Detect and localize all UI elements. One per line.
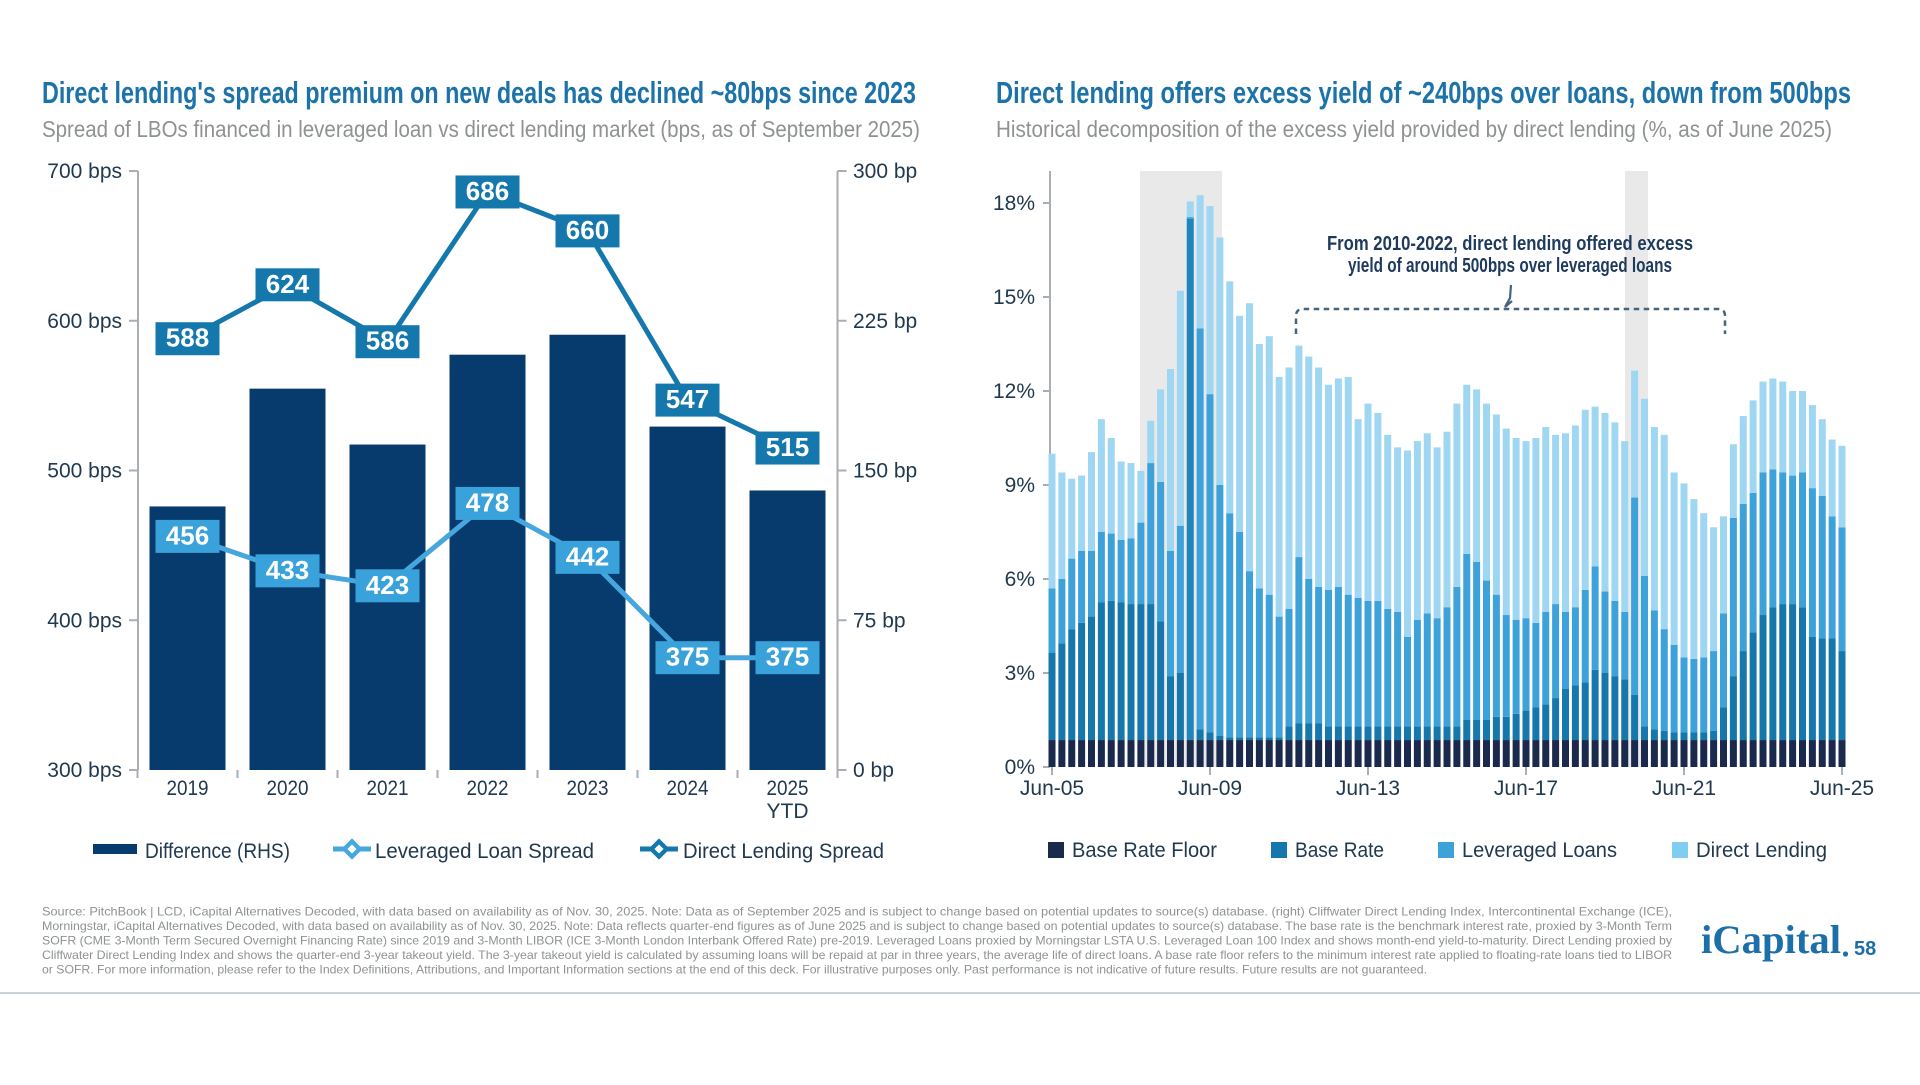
svg-text:Direct Lending Spread: Direct Lending Spread bbox=[683, 840, 884, 863]
svg-text:15%: 15% bbox=[993, 286, 1035, 309]
svg-text:YTD: YTD bbox=[767, 800, 809, 823]
svg-text:0 bp: 0 bp bbox=[853, 759, 894, 782]
svg-text:From 2010-2022, direct lending: From 2010-2022, direct lending offered e… bbox=[1327, 233, 1693, 255]
svg-text:18%: 18% bbox=[993, 192, 1035, 215]
svg-text:Leveraged Loan Spread: Leveraged Loan Spread bbox=[375, 840, 594, 863]
svg-text:12%: 12% bbox=[993, 380, 1035, 403]
svg-text:or SOFR. For more information,: or SOFR. For more information, please re… bbox=[42, 963, 1427, 977]
svg-text:624: 624 bbox=[266, 269, 310, 299]
svg-text:423: 423 bbox=[366, 570, 409, 600]
svg-text:225 bp: 225 bp bbox=[853, 310, 917, 333]
svg-text:Leveraged Loans: Leveraged Loans bbox=[1462, 839, 1617, 862]
svg-text:2023: 2023 bbox=[567, 777, 609, 800]
svg-text:660: 660 bbox=[566, 215, 609, 245]
svg-text:150 bp: 150 bp bbox=[853, 460, 917, 483]
svg-text:Base Rate Floor: Base Rate Floor bbox=[1072, 839, 1217, 862]
svg-text:2024: 2024 bbox=[667, 777, 709, 800]
svg-text:433: 433 bbox=[266, 555, 309, 585]
svg-text:6%: 6% bbox=[1005, 568, 1035, 591]
svg-text:588: 588 bbox=[166, 323, 209, 353]
svg-text:375: 375 bbox=[666, 642, 709, 672]
svg-text:686: 686 bbox=[466, 176, 509, 206]
svg-text:SOFR (CME 3-Month Term Secured: SOFR (CME 3-Month Term Secured Overnight… bbox=[42, 934, 1672, 948]
svg-text:456: 456 bbox=[166, 520, 209, 550]
svg-text:iCapital: iCapital bbox=[1701, 917, 1841, 962]
svg-text:Jun-25: Jun-25 bbox=[1810, 777, 1874, 800]
svg-text:Difference (RHS): Difference (RHS) bbox=[145, 840, 290, 863]
svg-text:Source: PitchBook | LCD, iCapi: Source: PitchBook | LCD, iCapital Altern… bbox=[42, 905, 1672, 919]
svg-text:9%: 9% bbox=[1005, 474, 1035, 497]
svg-text:500 bps: 500 bps bbox=[47, 460, 122, 483]
svg-text:2021: 2021 bbox=[367, 777, 409, 800]
svg-text:700 bps: 700 bps bbox=[47, 160, 122, 183]
svg-text:2025: 2025 bbox=[767, 777, 809, 800]
svg-text:Historical decomposition of th: Historical decomposition of the excess y… bbox=[996, 116, 1832, 142]
svg-text:0%: 0% bbox=[1005, 756, 1035, 779]
svg-text:Direct Lending: Direct Lending bbox=[1696, 839, 1827, 862]
svg-text:442: 442 bbox=[566, 541, 609, 571]
svg-text:Base Rate: Base Rate bbox=[1295, 839, 1384, 862]
svg-text:Jun-17: Jun-17 bbox=[1494, 777, 1558, 800]
svg-text:Jun-13: Jun-13 bbox=[1336, 777, 1400, 800]
svg-text:Jun-21: Jun-21 bbox=[1652, 777, 1716, 800]
svg-text:Spread of LBOs financed in lev: Spread of LBOs financed in leveraged loa… bbox=[42, 116, 920, 142]
svg-text:400 bps: 400 bps bbox=[47, 609, 122, 632]
svg-text:586: 586 bbox=[366, 326, 409, 356]
svg-text:yield of around 500bps over le: yield of around 500bps over leveraged lo… bbox=[1348, 255, 1672, 277]
svg-text:2022: 2022 bbox=[467, 777, 509, 800]
svg-text:Jun-05: Jun-05 bbox=[1020, 777, 1084, 800]
svg-text:478: 478 bbox=[466, 487, 509, 517]
svg-text:515: 515 bbox=[766, 432, 809, 462]
svg-text:600 bps: 600 bps bbox=[47, 310, 122, 333]
svg-text:300 bp: 300 bp bbox=[853, 160, 917, 183]
svg-text:2020: 2020 bbox=[267, 777, 309, 800]
svg-text:Morningstar, iCapital Alternat: Morningstar, iCapital Alternatives Decod… bbox=[42, 919, 1672, 933]
svg-text:Direct lending's spread premiu: Direct lending's spread premium on new d… bbox=[42, 75, 916, 110]
svg-text:58: 58 bbox=[1854, 938, 1876, 960]
svg-text:375: 375 bbox=[766, 642, 809, 672]
svg-text:3%: 3% bbox=[1005, 662, 1035, 685]
svg-text:75 bp: 75 bp bbox=[853, 609, 906, 632]
svg-text:300 bps: 300 bps bbox=[47, 759, 122, 782]
svg-text:547: 547 bbox=[666, 384, 709, 414]
svg-text:Cliffwater Direct Lending Inde: Cliffwater Direct Lending Index and show… bbox=[42, 948, 1672, 962]
svg-text:2019: 2019 bbox=[167, 777, 209, 800]
svg-text:Direct lending offers excess y: Direct lending offers excess yield of ~2… bbox=[996, 75, 1851, 110]
svg-text:Jun-09: Jun-09 bbox=[1178, 777, 1242, 800]
